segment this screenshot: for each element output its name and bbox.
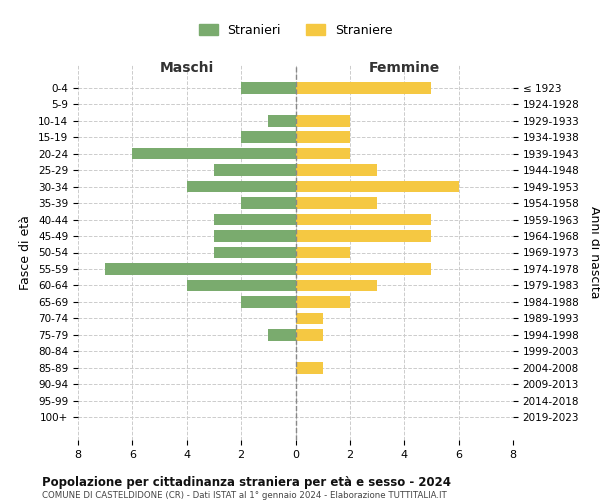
Bar <box>187 181 296 192</box>
Bar <box>296 362 323 374</box>
Bar <box>296 198 377 209</box>
Bar <box>241 132 296 143</box>
Bar <box>296 230 431 242</box>
Bar <box>296 280 377 291</box>
Bar <box>296 296 350 308</box>
Bar <box>133 148 296 160</box>
Y-axis label: Anni di nascita: Anni di nascita <box>588 206 600 298</box>
Bar <box>241 82 296 94</box>
Bar <box>214 246 296 258</box>
Bar <box>241 198 296 209</box>
Y-axis label: Fasce di età: Fasce di età <box>19 215 32 290</box>
Bar <box>296 115 350 126</box>
Bar <box>296 329 323 340</box>
Bar <box>214 230 296 242</box>
Bar <box>296 246 350 258</box>
Text: COMUNE DI CASTELDIDONE (CR) - Dati ISTAT al 1° gennaio 2024 - Elaborazione TUTTI: COMUNE DI CASTELDIDONE (CR) - Dati ISTAT… <box>42 491 447 500</box>
Bar <box>296 164 377 176</box>
Bar <box>296 214 431 226</box>
Bar <box>214 164 296 176</box>
Bar <box>296 312 323 324</box>
Text: Femmine: Femmine <box>368 60 440 74</box>
Text: Popolazione per cittadinanza straniera per età e sesso - 2024: Popolazione per cittadinanza straniera p… <box>42 476 451 489</box>
Legend: Stranieri, Straniere: Stranieri, Straniere <box>194 19 397 42</box>
Bar <box>187 280 296 291</box>
Bar <box>241 296 296 308</box>
Bar <box>296 82 431 94</box>
Bar <box>214 214 296 226</box>
Bar <box>296 263 431 274</box>
Bar <box>105 263 296 274</box>
Text: Maschi: Maschi <box>160 60 214 74</box>
Bar <box>296 132 350 143</box>
Bar <box>268 115 296 126</box>
Bar <box>296 181 458 192</box>
Bar <box>296 148 350 160</box>
Bar <box>268 329 296 340</box>
